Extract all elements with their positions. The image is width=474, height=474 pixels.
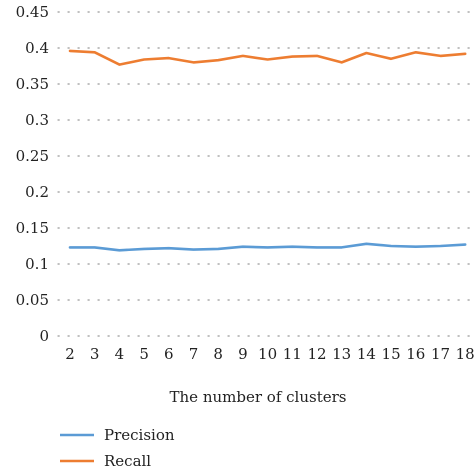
x-tick-label: 12: [307, 345, 326, 363]
x-tick-label: 7: [189, 345, 199, 363]
y-tick-label: 0.15: [16, 219, 49, 237]
x-tick-label: 17: [431, 345, 450, 363]
y-tick-label: 0.2: [25, 183, 49, 201]
y-tick-label: 0.1: [25, 255, 49, 273]
x-tick-label: 3: [90, 345, 100, 363]
y-tick-label: 0.4: [25, 39, 49, 57]
y-tick-label: 0.05: [16, 291, 49, 309]
x-tick-label: 9: [238, 345, 248, 363]
x-tick-label: 14: [357, 345, 376, 363]
x-tick-label: 13: [332, 345, 351, 363]
y-tick-label: 0.45: [16, 3, 49, 21]
x-tick-label: 11: [283, 345, 302, 363]
x-tick-label: 4: [115, 345, 125, 363]
series-lines: [68, 49, 467, 252]
legend: Precision Recall: [60, 426, 175, 470]
y-tick-label: 0.35: [16, 75, 49, 93]
y-tick-label: 0.3: [25, 111, 49, 129]
x-tick-label: 2: [65, 345, 75, 363]
legend-label-precision: Precision: [104, 426, 175, 444]
x-axis-ticks: 2 3 4 5 6 7 8 9 10 11 12 13 14 15 16 17 18: [65, 345, 474, 363]
x-tick-label: 18: [456, 345, 474, 363]
x-tick-label: 15: [382, 345, 401, 363]
x-tick-label: 8: [213, 345, 223, 363]
x-axis-title: The number of clusters: [170, 388, 347, 406]
x-tick-label: 16: [406, 345, 425, 363]
y-axis-ticks: 0 0.05 0.1 0.15 0.2 0.25 0.3 0.35 0.4 0.45: [16, 3, 49, 345]
y-tick-label: 0: [39, 327, 49, 345]
series-line-recall: [68, 49, 467, 66]
series-line-precision: [68, 242, 467, 252]
y-tick-label: 0.25: [16, 147, 49, 165]
x-tick-label: 5: [139, 345, 149, 363]
x-tick-label: 6: [164, 345, 174, 363]
gridlines: [57, 11, 474, 337]
legend-label-recall: Recall: [104, 452, 151, 470]
x-tick-label: 10: [258, 345, 277, 363]
